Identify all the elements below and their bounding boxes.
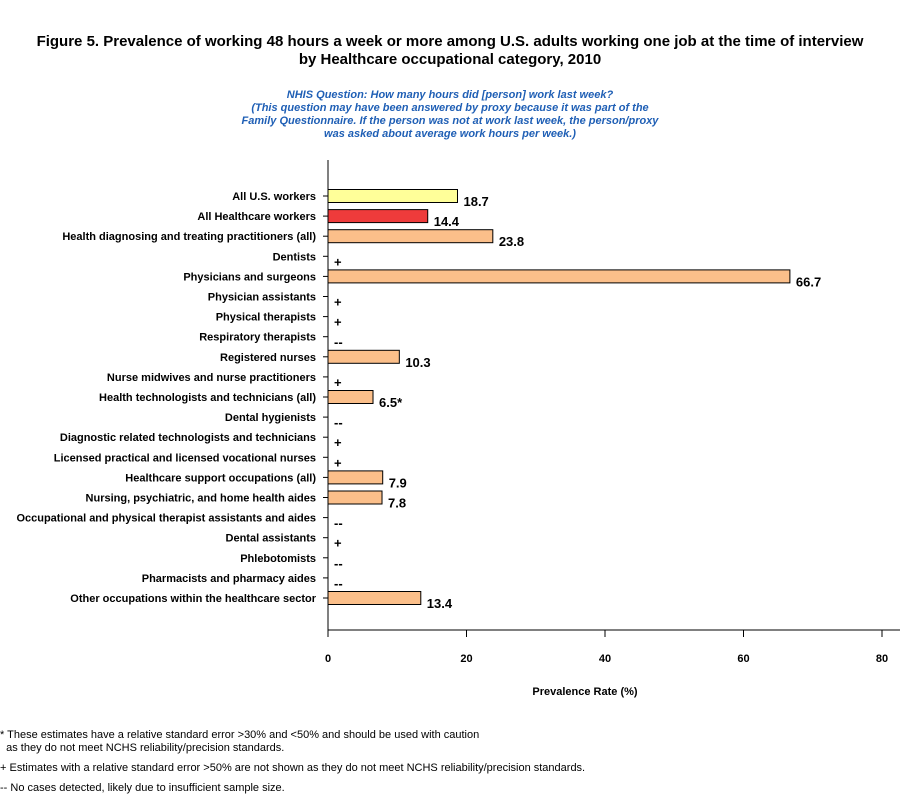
category-label: Physician assistants (208, 292, 316, 304)
nhis-question-line-2: (This question may have been answered by… (251, 102, 649, 114)
category-label: All U.S. workers (232, 191, 316, 203)
data-label: -- (334, 415, 343, 430)
data-label: + (334, 536, 342, 551)
category-label: Occupational and physical therapist assi… (16, 513, 316, 525)
bar (327, 490, 383, 505)
data-label: + (334, 315, 342, 330)
x-tick-label: 0 (325, 653, 331, 665)
data-label: 14.4 (434, 214, 460, 229)
bar-chart: 0 20 40 60 80 Prevalence Rate (%) All U.S. wor… (16, 160, 900, 698)
category-label: Respiratory therapists (199, 332, 316, 344)
x-tick-label: 60 (737, 653, 749, 665)
x-tick-label: 80 (876, 653, 888, 665)
bar (327, 269, 791, 284)
data-label: -- (334, 576, 343, 591)
data-label: 13.4 (427, 596, 453, 611)
footnote-no-cases: -- No cases detected, likely due to insu… (0, 782, 285, 794)
category-label: Physicians and surgeons (183, 271, 316, 283)
category-label: Pharmacists and pharmacy aides (142, 573, 316, 585)
data-label: 18.7 (463, 194, 488, 209)
category-label: Health technologists and technicians (al… (99, 392, 316, 404)
bar (327, 390, 374, 404)
data-label: 6.5* (379, 395, 403, 410)
category-label: Other occupations within the healthcare … (70, 593, 316, 605)
bar (327, 349, 400, 364)
data-label: + (334, 455, 342, 470)
x-axis-title: Prevalence Rate (%) (532, 686, 637, 698)
nhis-question: NHIS Question: How many hours did [perso… (0, 89, 900, 141)
data-label: 7.8 (388, 496, 406, 511)
chart-title-line-1: Figure 5. Prevalence of working 48 hours… (36, 33, 864, 50)
nhis-question-line-1: NHIS Question: How many hours did [perso… (286, 89, 614, 101)
chart-title-line-2: by Healthcare occupational category, 201… (298, 51, 602, 68)
category-label: Registered nurses (220, 352, 316, 364)
data-label: -- (334, 556, 343, 571)
x-tick-label: 20 (460, 653, 472, 665)
nhis-question-line-3: Family Questionnaire. If the person was … (241, 115, 659, 127)
data-label: 7.9 (389, 475, 407, 490)
data-label: 23.8 (499, 234, 524, 249)
category-label: Nursing, psychiatric, and home health ai… (86, 493, 316, 505)
category-label: Dental hygienists (225, 412, 316, 424)
chart-title: Figure 5. Prevalence of working 48 hours… (0, 33, 900, 69)
category-label: All Healthcare workers (197, 211, 316, 223)
data-label: + (334, 295, 342, 310)
footnote-not-shown: + Estimates with a relative standard err… (0, 762, 586, 774)
data-label: + (334, 375, 342, 390)
bar (327, 209, 429, 224)
data-label: + (334, 254, 342, 269)
bar (327, 591, 422, 605)
data-label: -- (334, 516, 343, 531)
category-label: Health diagnosing and treating practitio… (62, 231, 316, 243)
category-label: Phlebotomists (240, 553, 316, 565)
bar (327, 470, 384, 485)
category-label: Licensed practical and licensed vocation… (54, 452, 316, 464)
category-label: Dental assistants (226, 533, 316, 545)
nhis-question-line-4: was asked about average work hours per w… (324, 128, 576, 140)
data-label: + (334, 435, 342, 450)
bar (327, 189, 458, 203)
bar (327, 229, 494, 244)
data-label: 66.7 (796, 274, 821, 289)
category-label: Physical therapists (216, 312, 316, 324)
footnote-caution-continued: as they do not meet NCHS reliability/pre… (0, 742, 285, 754)
category-label: Diagnostic related technologists and tec… (60, 432, 316, 444)
data-label: 10.3 (405, 355, 430, 370)
category-label: Nurse midwives and nurse practitioners (107, 372, 316, 384)
category-label: Healthcare support occupations (all) (125, 472, 316, 484)
x-tick-label: 40 (599, 653, 611, 665)
category-label: Dentists (273, 251, 316, 263)
data-label: -- (334, 335, 343, 350)
footnote-caution: * These estimates have a relative standa… (0, 729, 480, 741)
